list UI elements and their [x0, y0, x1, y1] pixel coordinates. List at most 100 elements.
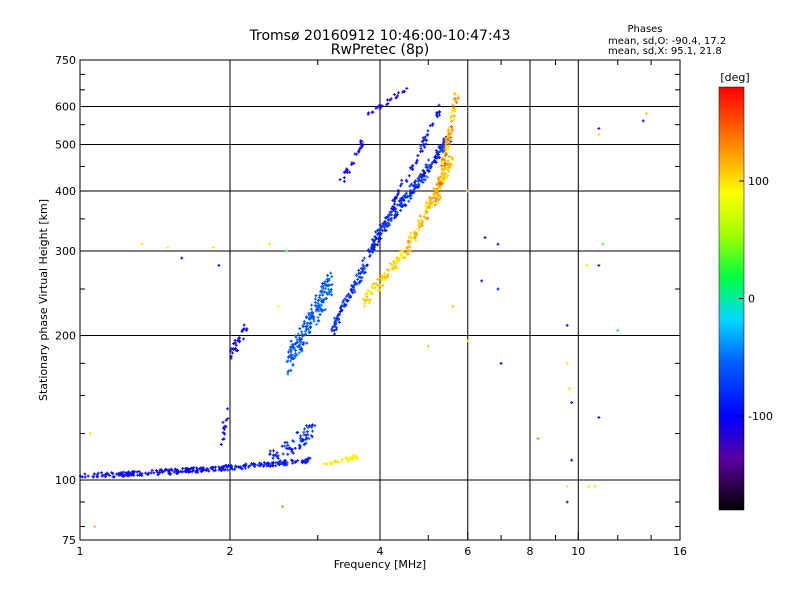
- data-point: [313, 300, 317, 304]
- data-point: [289, 339, 293, 343]
- data-point: [158, 471, 162, 475]
- data-point: [93, 525, 97, 529]
- data-point: [259, 463, 263, 467]
- x-tick-label: 8: [527, 545, 534, 558]
- data-point: [357, 271, 361, 275]
- data-point: [299, 434, 303, 438]
- data-point: [267, 462, 271, 466]
- data-point: [440, 157, 444, 161]
- data-point: [91, 475, 95, 479]
- data-point: [108, 474, 112, 478]
- data-point: [242, 464, 246, 468]
- data-point: [226, 417, 230, 421]
- data-point: [380, 104, 384, 108]
- data-point: [392, 216, 396, 220]
- data-point: [443, 166, 447, 170]
- data-point: [446, 173, 450, 177]
- data-point: [280, 444, 284, 448]
- data-point: [226, 468, 230, 472]
- data-point: [435, 190, 439, 194]
- data-point: [444, 151, 448, 155]
- data-point: [393, 195, 397, 199]
- data-point: [245, 328, 249, 332]
- data-point: [305, 327, 309, 331]
- data-point: [274, 464, 278, 468]
- data-point: [436, 201, 440, 205]
- data-point: [365, 263, 369, 267]
- data-point: [399, 249, 403, 253]
- data-point: [212, 469, 216, 473]
- data-point: [327, 283, 331, 287]
- data-point: [441, 142, 445, 146]
- data-point: [348, 170, 352, 174]
- data-point: [341, 299, 345, 303]
- data-point: [399, 184, 403, 188]
- data-point: [95, 473, 99, 477]
- data-point: [410, 236, 414, 240]
- data-point: [377, 228, 381, 232]
- data-point: [99, 471, 103, 475]
- x-tick-label: 16: [673, 545, 687, 558]
- data-point: [386, 218, 390, 222]
- data-point: [353, 456, 357, 460]
- data-point: [353, 280, 357, 284]
- data-point: [276, 462, 280, 466]
- data-point: [404, 195, 408, 199]
- data-point: [414, 161, 418, 165]
- data-point: [440, 148, 444, 152]
- data-point: [407, 174, 411, 178]
- data-point: [423, 174, 427, 178]
- data-point: [385, 274, 389, 278]
- data-point: [323, 287, 327, 291]
- data-point: [169, 472, 173, 476]
- data-point: [310, 303, 314, 307]
- data-point: [347, 292, 351, 296]
- data-point: [302, 443, 306, 447]
- data-point: [405, 246, 409, 250]
- data-point: [424, 216, 428, 220]
- data-point: [358, 146, 362, 150]
- data-point: [403, 250, 407, 254]
- data-point: [616, 328, 620, 332]
- data-point: [387, 221, 391, 225]
- data-point: [362, 256, 366, 260]
- data-point: [283, 444, 287, 448]
- data-point: [219, 442, 223, 446]
- data-point: [367, 301, 371, 305]
- data-point: [389, 97, 393, 101]
- data-point: [371, 285, 375, 289]
- data-point: [296, 459, 300, 463]
- data-point: [406, 239, 410, 243]
- data-point: [318, 293, 322, 297]
- data-point: [186, 470, 190, 474]
- x-tick-label: 10: [571, 545, 585, 558]
- data-point: [342, 179, 346, 183]
- data-point: [351, 284, 355, 288]
- data-point: [363, 292, 367, 296]
- data-point: [397, 189, 401, 193]
- data-point: [404, 178, 408, 182]
- data-point: [275, 451, 279, 455]
- data-point: [361, 263, 365, 267]
- data-point: [427, 205, 431, 209]
- data-point: [276, 304, 280, 308]
- data-point: [424, 207, 428, 211]
- data-point: [180, 256, 184, 260]
- data-point: [408, 166, 412, 170]
- data-point: [357, 148, 361, 152]
- data-point: [376, 283, 380, 287]
- data-point: [297, 345, 301, 349]
- data-point: [298, 338, 302, 342]
- data-point: [417, 227, 421, 231]
- data-point: [427, 197, 431, 201]
- data-point: [294, 335, 298, 339]
- data-point: [296, 332, 300, 336]
- data-point: [213, 468, 217, 472]
- data-point: [399, 198, 403, 202]
- data-point: [451, 103, 455, 107]
- data-point: [319, 285, 323, 289]
- data-point: [408, 236, 412, 240]
- data-point: [291, 343, 295, 347]
- data-point: [340, 304, 344, 308]
- data-point: [345, 168, 349, 172]
